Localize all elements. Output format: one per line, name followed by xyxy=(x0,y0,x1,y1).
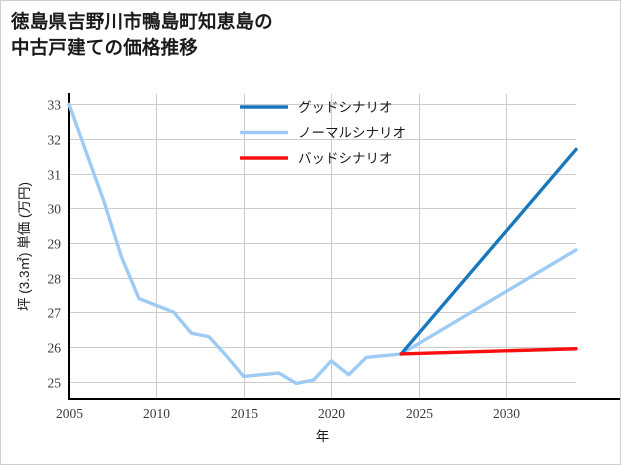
legend-label-normal: ノーマルシナリオ xyxy=(298,126,406,141)
page-title: 徳島県吉野川市鴨島町知恵島の 中古戸建ての価格推移 xyxy=(11,11,273,58)
series-line-バッドシナリオ xyxy=(399,347,578,356)
y-axis-tick-label: 27 xyxy=(48,306,62,321)
y-axis-tick-label: 30 xyxy=(48,202,62,217)
x-axis-tick-label: 2020 xyxy=(318,406,345,421)
y-axis-tick-label: 28 xyxy=(48,272,62,287)
x-axis-tick-label: 2015 xyxy=(231,406,258,421)
x-axis-tick-label: 2030 xyxy=(493,406,520,421)
x-axis-title: 年 xyxy=(316,429,330,444)
x-axis-tick-label: 2025 xyxy=(406,406,433,421)
x-axis-tick-label: 2005 xyxy=(56,406,83,421)
y-axis-tick-label: 29 xyxy=(48,237,62,252)
y-axis-tick-label: 31 xyxy=(48,168,62,183)
y-axis-title: 坪 (3.3㎡) 単価 (万円) xyxy=(17,182,32,311)
y-axis-tick-label: 26 xyxy=(48,341,62,356)
legend-label-good: グッドシナリオ xyxy=(298,100,393,115)
series-line-ノーマルシナリオ xyxy=(67,102,578,386)
x-axis-tick-label: 2010 xyxy=(143,406,170,421)
legend-label-bad: バッドシナリオ xyxy=(298,151,393,166)
series-line-グッドシナリオ xyxy=(399,147,578,356)
y-axis-tick-label: 25 xyxy=(48,376,62,391)
y-axis-tick-label: 33 xyxy=(48,98,62,113)
y-axis-tick-label: 32 xyxy=(48,133,62,148)
